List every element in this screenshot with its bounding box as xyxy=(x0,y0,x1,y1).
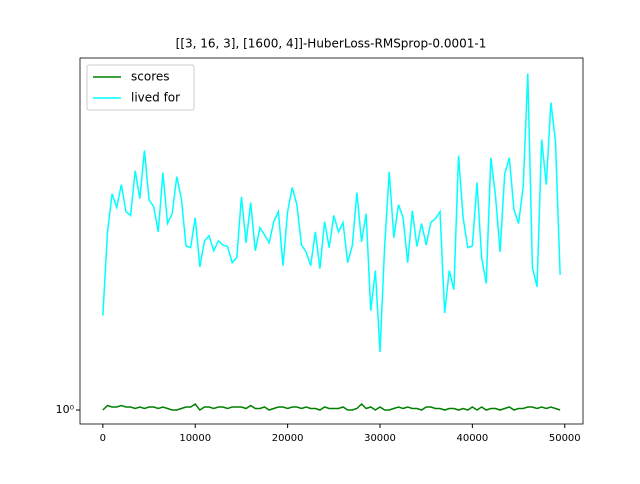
x-tick-label: 20000 xyxy=(272,433,304,444)
line xyxy=(102,73,561,352)
chart-title: [[3, 16, 3], [1600, 4]]-HuberLoss-RMSpro… xyxy=(176,37,487,51)
x-tick-label: 40000 xyxy=(456,433,488,444)
x-tick-label: 50000 xyxy=(549,433,581,444)
plot-frame xyxy=(79,57,584,425)
x-tick-label: 30000 xyxy=(364,433,396,444)
legend-label: scores xyxy=(131,70,170,84)
x-tick-label: 0 xyxy=(100,433,106,444)
legend-label: lived for xyxy=(131,91,180,105)
x-tick-label: 10000 xyxy=(179,433,211,444)
y-tick-label: 10⁰ xyxy=(56,403,75,416)
line xyxy=(102,402,561,412)
